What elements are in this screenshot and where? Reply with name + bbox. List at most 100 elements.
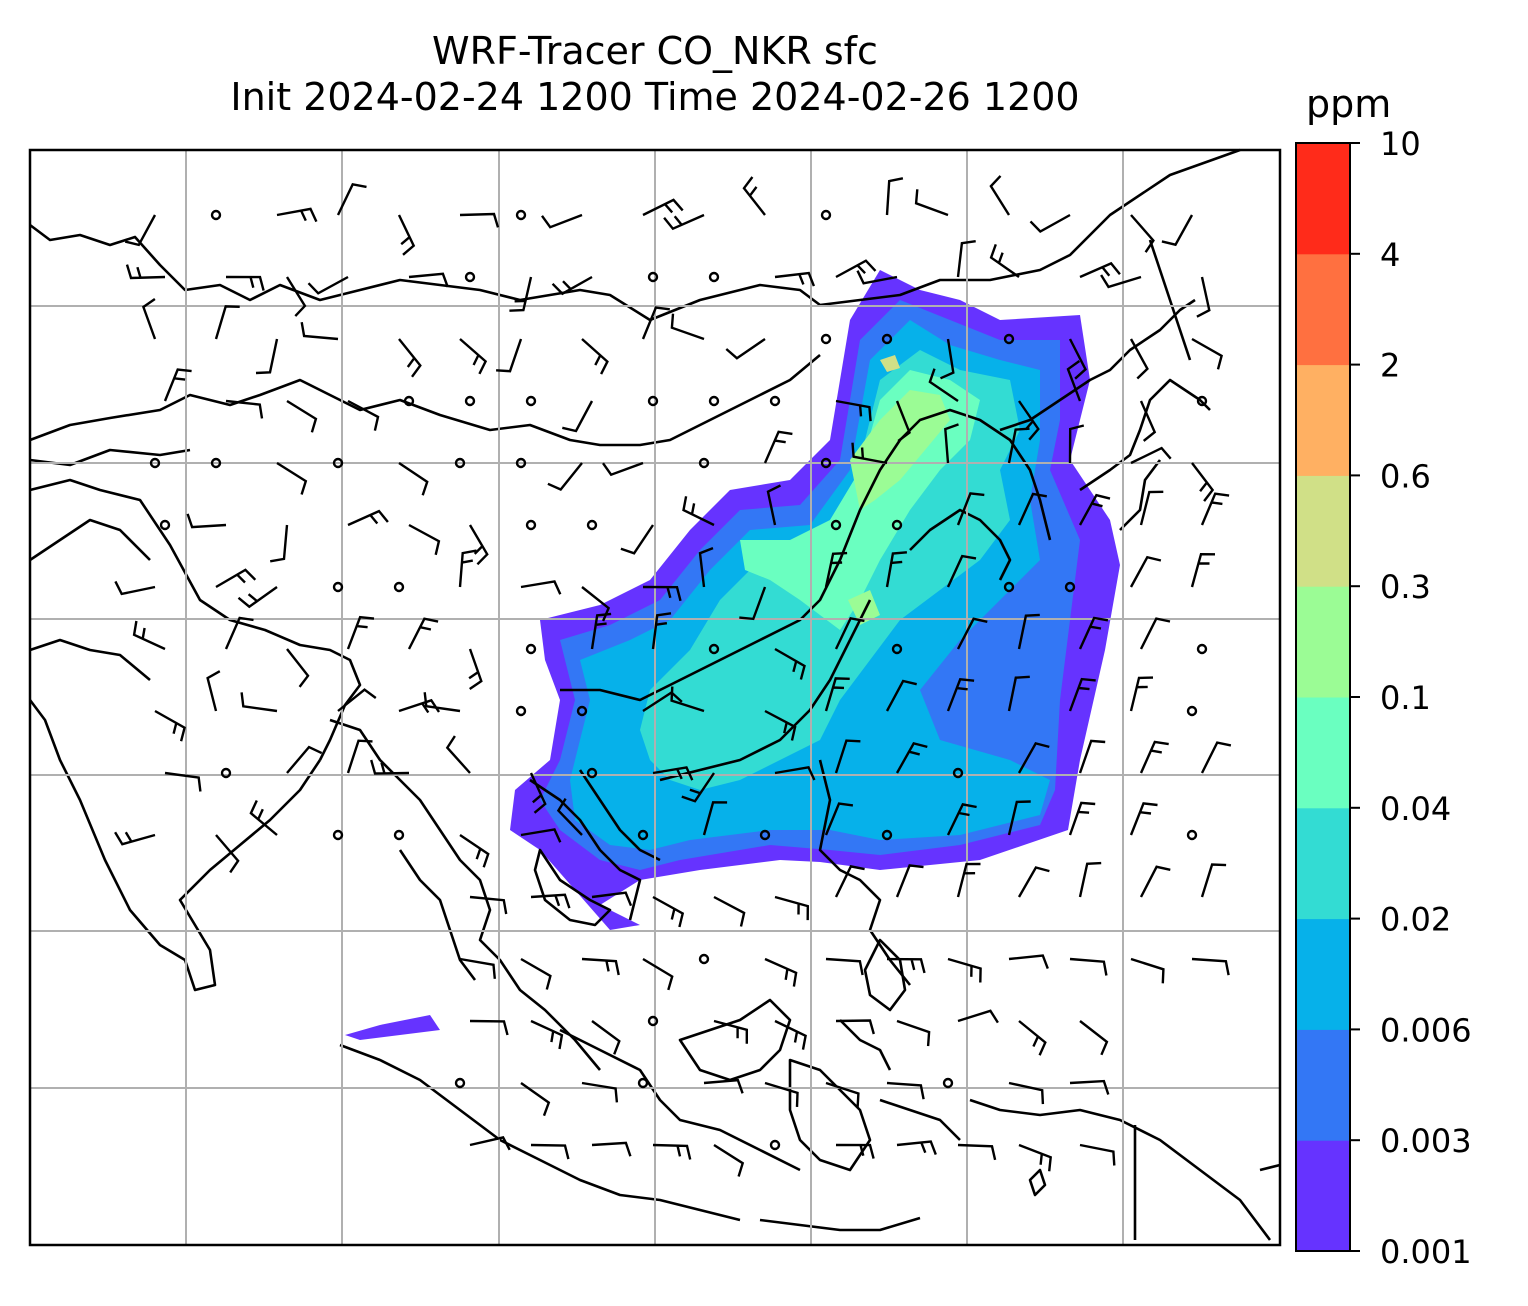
wind-barb xyxy=(1068,338,1087,380)
calm-wind-marker xyxy=(820,333,832,345)
wind-barb xyxy=(520,957,552,990)
wind-barb xyxy=(739,586,767,621)
wind-barb xyxy=(1007,800,1031,836)
calm-wind-marker xyxy=(454,1077,466,1089)
wind-barb xyxy=(1007,427,1030,464)
wind-barb xyxy=(944,423,959,464)
map-subtitle: Init 2024-02-24 1200 Time 2024-02-26 120… xyxy=(230,75,1080,119)
wind-barb xyxy=(1130,446,1172,465)
wind-barb xyxy=(825,1081,860,1108)
wind-barb xyxy=(300,321,339,341)
wind-barb xyxy=(520,580,562,595)
calm-wind-marker xyxy=(820,457,832,469)
wind-barb xyxy=(1129,802,1158,836)
wind-barb xyxy=(1129,676,1154,712)
wind-barb xyxy=(885,679,917,712)
map-border xyxy=(28,148,1282,1247)
calm-wind-marker xyxy=(464,271,476,283)
colorbar-tick-label: 0.006 xyxy=(1380,1011,1472,1049)
wind-barb xyxy=(835,1143,875,1159)
map-title: WRF-Tracer CO_NKR sfc xyxy=(432,29,878,73)
wind-barb xyxy=(1068,801,1096,836)
wind-barb xyxy=(1018,1143,1052,1172)
wind-barb xyxy=(895,742,928,774)
colorbar-tick-label: 2 xyxy=(1380,347,1400,385)
wind-barb xyxy=(398,462,429,496)
calm-wind-marker xyxy=(393,829,405,841)
wind-barb xyxy=(591,1141,632,1157)
calm-wind-marker xyxy=(830,519,842,531)
calm-wind-marker xyxy=(525,643,537,655)
wind-barb xyxy=(520,828,562,843)
colorbar-tick-label: 10 xyxy=(1380,125,1421,163)
wind-barb xyxy=(529,772,547,814)
wind-barb xyxy=(641,306,670,340)
wind-barb xyxy=(154,709,186,742)
calm-wind-marker xyxy=(393,581,405,593)
wind-barb xyxy=(114,831,156,846)
wind-barb xyxy=(530,1019,564,1050)
wind-barb xyxy=(286,648,310,688)
wind-barb xyxy=(496,338,523,373)
calm-wind-marker xyxy=(637,829,649,841)
wind-barb xyxy=(1139,617,1171,650)
wind-barb xyxy=(1017,492,1047,526)
wind-barb xyxy=(764,1081,799,1107)
wind-barb xyxy=(989,243,1020,278)
calm-wind-marker xyxy=(698,457,710,469)
wind-barb xyxy=(591,891,633,907)
calm-wind-marker xyxy=(769,395,781,407)
wind-barb xyxy=(469,1136,511,1151)
calm-wind-marker xyxy=(515,209,527,221)
calm-wind-marker xyxy=(637,1077,649,1089)
wind-barb xyxy=(956,240,976,278)
wind-barb xyxy=(1129,555,1162,588)
wind-barb xyxy=(957,1009,999,1024)
calm-wind-marker xyxy=(332,457,344,469)
colorbar: 0.001 0.003 0.006 0.02 0.04 0.1 0.3 0.6 2 4 10 xyxy=(1295,125,1472,1271)
wind-barb xyxy=(1069,957,1108,976)
calm-wind-marker xyxy=(1003,581,1015,593)
wind-barb xyxy=(774,271,816,287)
wind-barb xyxy=(1079,1143,1116,1166)
calm-wind-marker xyxy=(403,395,415,407)
wind-barb xyxy=(237,586,278,609)
colorbar-swatch xyxy=(1296,807,1350,920)
wind-barb xyxy=(642,585,682,602)
wind-barb xyxy=(1018,1020,1047,1056)
wind-barb xyxy=(1008,1081,1045,1105)
wind-barb xyxy=(547,462,583,491)
calm-wind-marker xyxy=(525,519,537,531)
wind-barb xyxy=(337,688,377,712)
wind-barb xyxy=(1139,740,1169,774)
wind-barb xyxy=(132,620,166,651)
wind-barb xyxy=(530,893,571,909)
wind-barb xyxy=(255,338,279,375)
colorbar-tick-label: 4 xyxy=(1380,236,1400,274)
wind-barb xyxy=(1069,1079,1110,1095)
wind-barb xyxy=(1190,552,1216,588)
wind-barb xyxy=(347,399,380,431)
wind-barb xyxy=(307,275,349,295)
calm-wind-marker xyxy=(820,209,832,221)
coastlines xyxy=(28,148,1281,1241)
wind-barb xyxy=(764,709,797,741)
colorbar-swatch xyxy=(1296,253,1350,366)
wind-barb xyxy=(824,802,854,836)
wind-barb xyxy=(1066,360,1082,402)
calm-wind-marker xyxy=(586,519,598,531)
wind-barb xyxy=(886,957,926,974)
calm-wind-marker xyxy=(708,271,720,283)
wind-barb xyxy=(398,338,422,378)
wind-barb xyxy=(763,430,793,464)
wind-barb xyxy=(581,338,609,375)
tracer-level-5b xyxy=(848,590,880,625)
wind-barb xyxy=(1017,866,1050,898)
wind-barb xyxy=(125,264,166,280)
wind-barb xyxy=(186,513,227,529)
wind-barb xyxy=(642,198,684,217)
gridlines xyxy=(30,150,1280,1245)
wind-barb xyxy=(1078,616,1109,650)
wind-barb xyxy=(1100,274,1142,289)
